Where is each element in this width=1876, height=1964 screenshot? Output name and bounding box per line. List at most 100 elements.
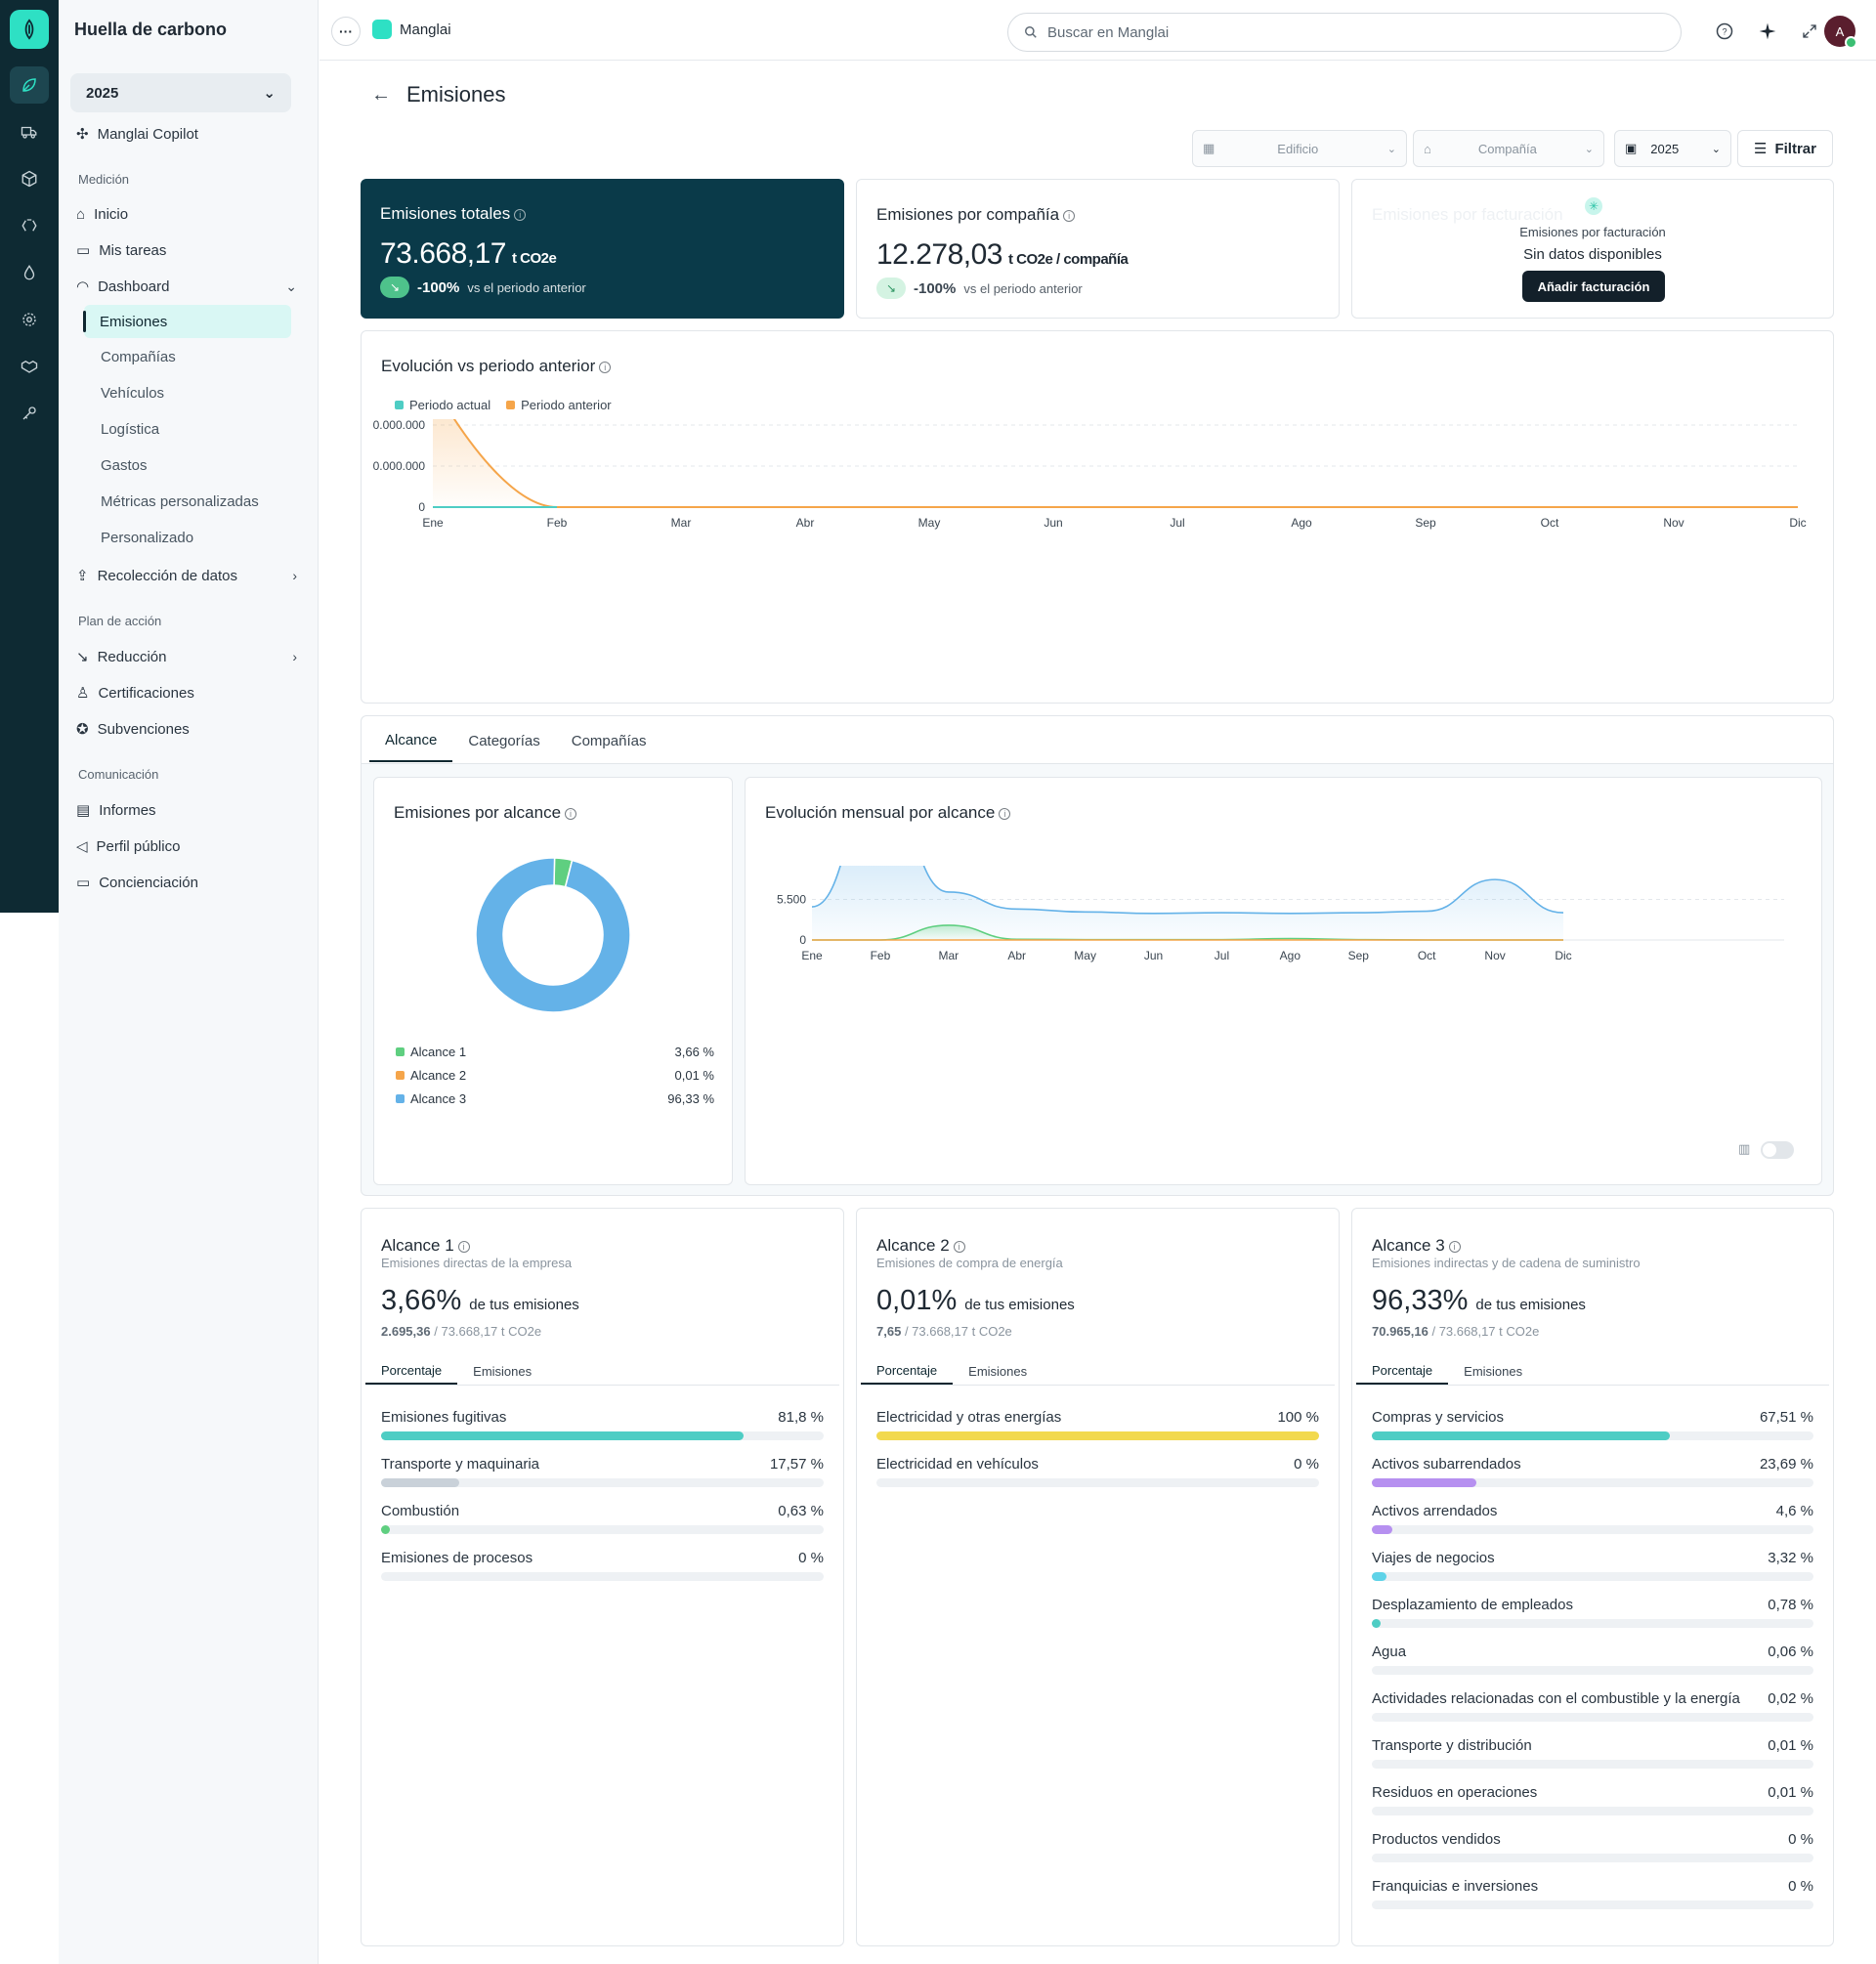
sparkle-icon: ✳ <box>1585 197 1602 215</box>
sidebar-item-label: Informes <box>99 801 156 819</box>
water-drop-icon[interactable] <box>10 254 49 291</box>
donut-chart <box>475 857 631 1013</box>
recycle-icon[interactable] <box>10 207 49 244</box>
category-label: Emisiones fugitivas <box>381 1409 507 1426</box>
legend-label: Alcance 2 <box>410 1067 467 1083</box>
filter-compania[interactable]: ⌂ Compañía ⌄ <box>1413 130 1604 167</box>
more-icon[interactable]: ··· <box>331 17 361 46</box>
expand-icon[interactable] <box>1798 20 1821 43</box>
year-select[interactable]: 2025 ⌄ <box>70 73 291 112</box>
manglai-logo[interactable] <box>10 10 49 49</box>
tab-alcance[interactable]: Alcance <box>369 719 453 762</box>
sidebar-item-label: Concienciación <box>99 874 198 891</box>
box-icon[interactable] <box>10 160 49 197</box>
filter-button[interactable]: ☰ Filtrar <box>1737 130 1833 167</box>
gear-icon[interactable] <box>10 301 49 338</box>
progress-track <box>1372 1431 1813 1440</box>
sidebar-item-label: Dashboard <box>98 278 170 295</box>
info-icon[interactable]: i <box>1448 1240 1461 1253</box>
info-icon[interactable]: i <box>565 807 577 820</box>
info-icon[interactable]: i <box>953 1240 965 1253</box>
donut-slice <box>475 857 631 1013</box>
home-icon: ⌂ <box>1424 141 1431 156</box>
chart-type-toggle[interactable] <box>1761 1141 1794 1159</box>
filter-edificio[interactable]: ▦ Edificio ⌄ <box>1192 130 1407 167</box>
sidebar-sub-vehiculos[interactable]: Vehículos <box>101 385 165 402</box>
progress-fill <box>1372 1431 1671 1440</box>
category-row: Productos vendidos 0 % <box>1372 1831 1813 1862</box>
sparkle-icon[interactable] <box>1756 20 1779 43</box>
help-icon[interactable]: ? <box>1713 20 1736 43</box>
sidebar-sub-metricas[interactable]: Métricas personalizadas <box>101 493 259 510</box>
sidebar-item-dashboard[interactable]: ◠ Dashboard ⌄ <box>76 276 297 297</box>
x-tick-label: Ago <box>1280 949 1301 962</box>
key-icon[interactable] <box>10 395 49 432</box>
sidebar-item-tareas[interactable]: ▭ Mis tareas <box>76 239 166 261</box>
info-icon[interactable]: i <box>1063 209 1076 222</box>
breadcrumb[interactable]: Manglai <box>372 20 451 39</box>
avatar[interactable]: A <box>1824 16 1857 49</box>
category-value: 81,8 % <box>778 1409 824 1426</box>
donut-legend: Alcance 1 3,66 % Alcance 2 0,01 % Alcance 3 9… <box>396 1040 714 1110</box>
handshake-icon[interactable] <box>10 348 49 385</box>
filter-year[interactable]: ▣ 2025 ⌄ <box>1614 130 1731 167</box>
category-row: Transporte y distribución 0,01 % <box>1372 1737 1813 1769</box>
sidebar-item-certificaciones[interactable]: ♙ Certificaciones <box>76 682 194 704</box>
legend-item-anterior[interactable]: Periodo anterior <box>506 398 612 412</box>
tab-porcentaje[interactable]: Porcentaje <box>861 1357 954 1385</box>
category-row: Emisiones de procesos 0 % <box>381 1550 824 1581</box>
sidebar: Huella de carbono 2025 ⌄ ✣ Manglai Copilot… <box>59 0 319 1964</box>
legend-item[interactable]: Alcance 1 3,66 % <box>396 1040 714 1063</box>
category-label: Actividades relacionadas con el combusti… <box>1372 1690 1740 1707</box>
category-value: 0 % <box>1294 1456 1319 1473</box>
sidebar-item-recoleccion[interactable]: ⇪ Recolección de datos › <box>76 565 297 586</box>
section-comunicacion: Comunicación <box>78 767 159 782</box>
legend-item[interactable]: Alcance 2 0,01 % <box>396 1063 714 1087</box>
add-facturacion-button[interactable]: Añadir facturación <box>1522 271 1665 302</box>
info-icon[interactable]: i <box>514 208 527 221</box>
leaf-icon[interactable] <box>10 66 49 104</box>
x-tick-label: Nov <box>1484 949 1505 962</box>
sidebar-sub-logistica[interactable]: Logística <box>101 421 160 438</box>
info-icon[interactable]: i <box>457 1240 470 1253</box>
x-tick-label: Jul <box>1170 516 1184 530</box>
progress-track <box>876 1431 1319 1440</box>
x-tick-label: Sep <box>1415 516 1436 530</box>
sidebar-item-informes[interactable]: ▤ Informes <box>76 799 156 821</box>
page-title: Emisiones <box>406 82 506 107</box>
info-icon[interactable]: i <box>599 361 612 373</box>
truck-icon[interactable] <box>10 113 49 150</box>
gauge-icon: ◠ <box>76 278 90 295</box>
tab-companias[interactable]: Compañías <box>571 732 647 749</box>
legend-item-actual[interactable]: Periodo actual <box>395 398 490 412</box>
back-arrow-icon[interactable]: ← <box>371 84 391 106</box>
sidebar-item-copilot[interactable]: ✣ Manglai Copilot <box>76 123 198 145</box>
chevron-right-icon: › <box>292 649 297 664</box>
sidebar-sub-companias[interactable]: Compañías <box>101 349 176 365</box>
sidebar-item-concienciacion[interactable]: ▭ Concienciación <box>76 872 198 893</box>
category-label: Activos subarrendados <box>1372 1456 1521 1473</box>
tab-emisiones[interactable]: Emisiones <box>473 1363 533 1379</box>
sidebar-sub-gastos[interactable]: Gastos <box>101 457 148 474</box>
category-row: Compras y servicios 67,51 % <box>1372 1409 1813 1440</box>
search-input[interactable]: Buscar en Manglai <box>1007 13 1682 52</box>
sidebar-sub-emisiones[interactable]: Emisiones <box>83 305 291 338</box>
tab-categorias[interactable]: Categorías <box>468 732 540 749</box>
sidebar-item-inicio[interactable]: ⌂ Inicio <box>76 203 128 225</box>
tab-porcentaje[interactable]: Porcentaje <box>365 1357 458 1385</box>
tab-emisiones[interactable]: Emisiones <box>1464 1363 1523 1379</box>
sidebar-item-subvenciones[interactable]: ✪ Subvenciones <box>76 718 190 740</box>
tab-porcentaje[interactable]: Porcentaje <box>1356 1357 1449 1385</box>
info-icon[interactable]: i <box>999 807 1011 820</box>
category-value: 0 % <box>1788 1831 1813 1848</box>
kpi-delta: ↘ -100% vs el periodo anterior <box>876 278 1083 299</box>
progress-fill <box>381 1431 744 1440</box>
legend-item[interactable]: Alcance 3 96,33 % <box>396 1087 714 1110</box>
sidebar-sub-personalizado[interactable]: Personalizado <box>101 530 194 546</box>
sidebar-item-perfil[interactable]: ◁ Perfil público <box>76 835 180 857</box>
monitor-icon: ▭ <box>76 875 91 891</box>
tab-emisiones[interactable]: Emisiones <box>968 1363 1028 1379</box>
category-value: 0 % <box>798 1550 824 1566</box>
sidebar-item-reduccion[interactable]: ↘ Reducción › <box>76 646 297 667</box>
